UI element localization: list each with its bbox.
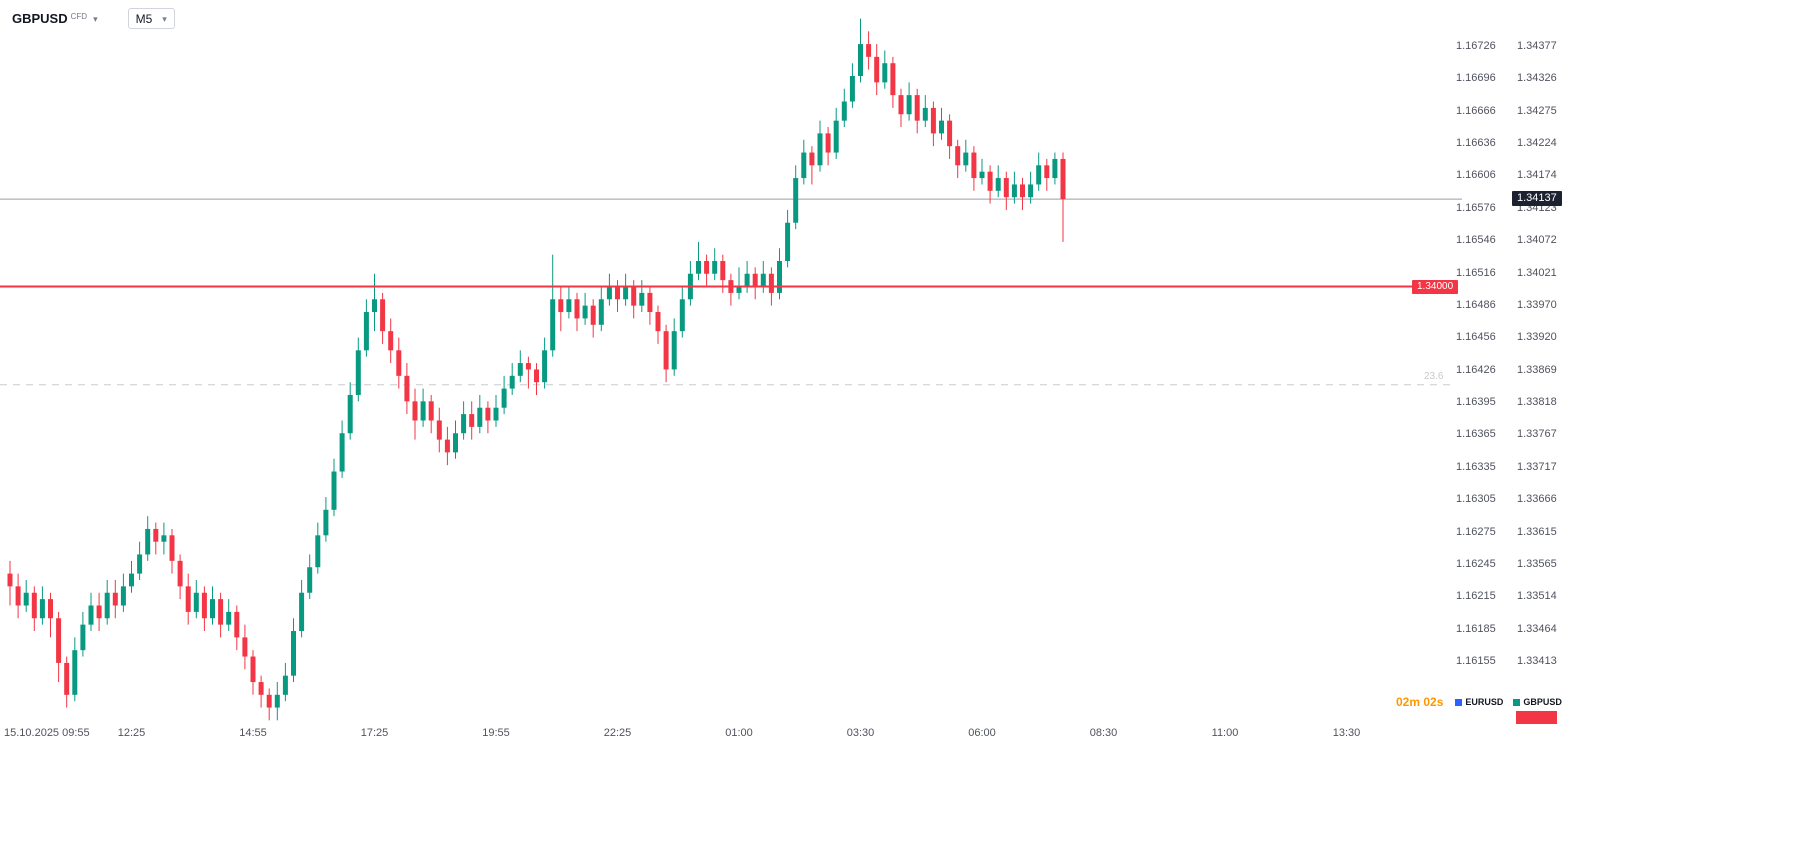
chevron-down-icon: ▾ (93, 13, 98, 24)
market-type-label: CFD (70, 11, 88, 21)
chart-toolbar: GBPUSD CFD ▾ M5 ▾ (12, 8, 175, 29)
price-axis-label-gbpusd: 1.33413 (1517, 655, 1557, 667)
price-axis-label-gbpusd: 1.34275 (1517, 104, 1557, 117)
candlestick-series (7, 18, 1066, 721)
interval-selector[interactable]: M5 ▾ (127, 8, 175, 29)
price-axis-label-gbpusd: 1.33717 (1517, 460, 1557, 473)
legend-item-gbpusd[interactable]: GBPUSD (1513, 697, 1562, 707)
candle-countdown: 02m 02s (1396, 695, 1444, 709)
price-axis-label-gbpusd: 1.34224 (1517, 137, 1557, 150)
price-axis-label-gbpusd: 1.33666 (1517, 493, 1557, 506)
price-axis-label-gbpusd: 1.34377 (1517, 40, 1557, 52)
symbol-label: GBPUSD (12, 10, 68, 26)
price-axis-label-gbpusd: 1.33514 (1517, 590, 1557, 603)
price-axis-label-gbpusd: 1.34072 (1517, 234, 1557, 247)
price-axis-label-gbpusd: 1.33970 (1517, 298, 1557, 311)
price-axis-label-gbpusd: 1.33565 (1517, 557, 1557, 570)
chart-footer: 02m 02s EURUSD GBPUSD (1396, 695, 1562, 709)
price-axis-label-gbpusd: 1.33464 (1517, 622, 1557, 635)
legend-swatch-icon (1455, 698, 1463, 706)
price-axis-label-gbpusd: 1.34123 (1517, 201, 1557, 214)
symbol-selector[interactable]: GBPUSD CFD ▾ (12, 11, 98, 27)
candlestick-chart[interactable] (0, 0, 1462, 865)
series-legend: EURUSD GBPUSD (1455, 697, 1562, 707)
current-price-label: 1.34137 (1512, 191, 1562, 207)
legend-label: GBPUSD (1523, 697, 1562, 707)
legend-item-eurusd[interactable]: EURUSD (1455, 697, 1503, 707)
price-axis-label-gbpusd: 1.34174 (1517, 169, 1557, 182)
legend-swatch-icon (1513, 698, 1521, 706)
legend-label: EURUSD (1465, 697, 1504, 707)
interval-label: M5 (135, 11, 153, 26)
price-axis-label-gbpusd: 1.34326 (1517, 72, 1557, 85)
pinned-price-label (1516, 711, 1557, 724)
price-axis-label-gbpusd: 1.33767 (1517, 428, 1557, 441)
price-axis-label-gbpusd: 1.34021 (1517, 266, 1557, 279)
price-axis-label-gbpusd: 1.33869 (1517, 363, 1557, 376)
price-axis-label-gbpusd: 1.33818 (1517, 396, 1557, 409)
price-axis-label-gbpusd: 1.33920 (1517, 331, 1557, 344)
price-axis-label-gbpusd: 1.33615 (1517, 525, 1557, 538)
chevron-down-icon: ▾ (162, 13, 167, 24)
